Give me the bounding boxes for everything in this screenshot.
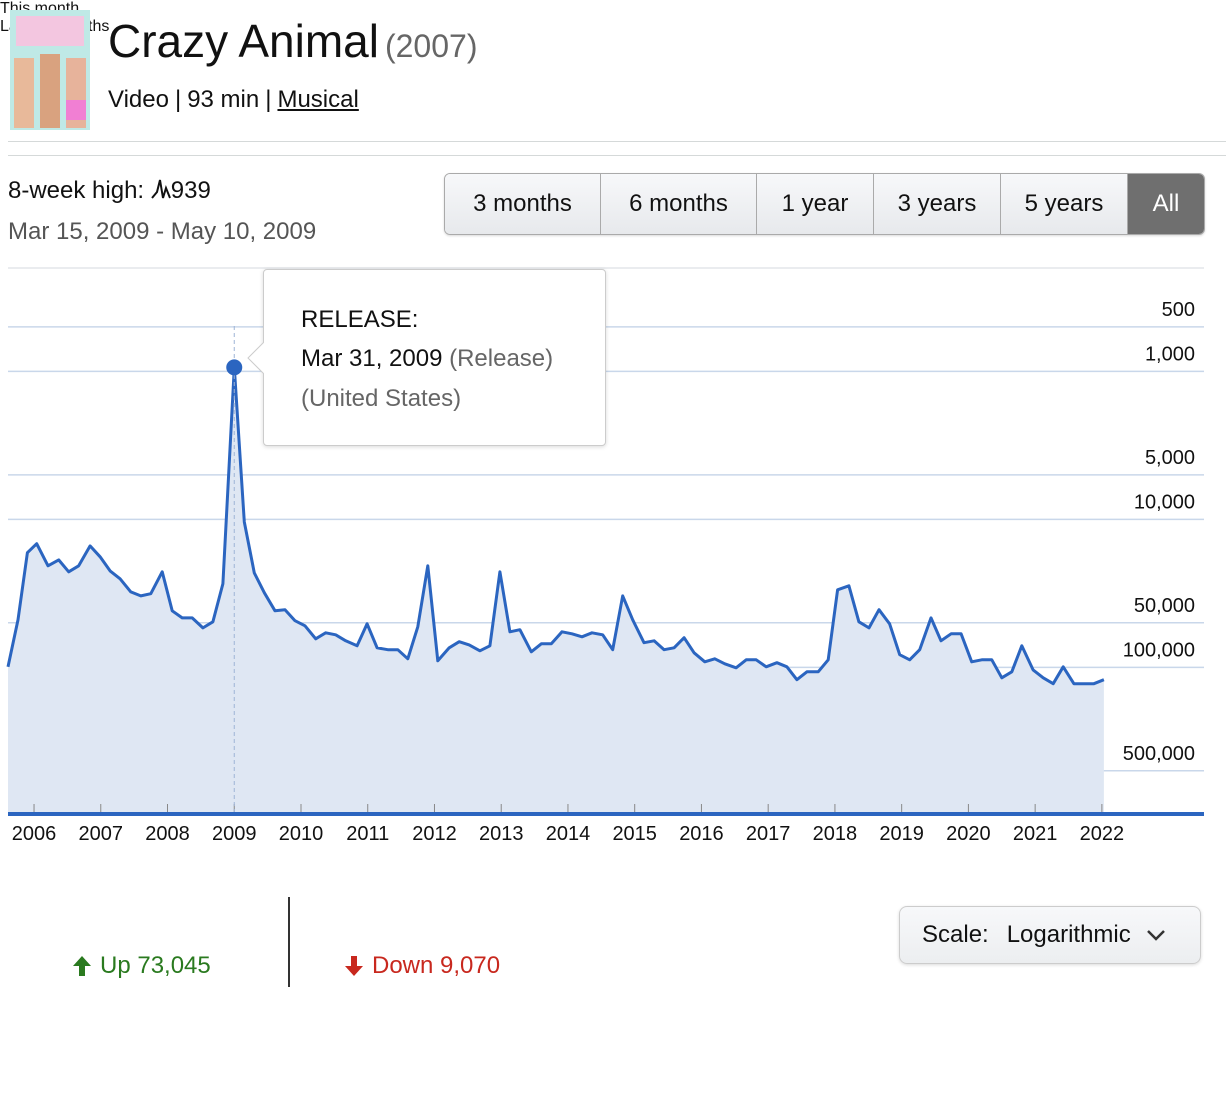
x-tick-label: 2011 (346, 823, 389, 845)
divider (8, 141, 1226, 142)
stat-text: Up 73,045 (100, 952, 211, 979)
line (6, 365, 1105, 686)
scale-value: Logarithmic (1006, 921, 1131, 948)
range-buttons: 3 months 6 months 1 year 3 years 5 years All (444, 173, 1205, 235)
runtime: 93 min (187, 86, 260, 113)
separator: | (265, 86, 272, 113)
range-button[interactable]: 3 years (874, 174, 1001, 234)
arrow-icon (73, 956, 91, 976)
x-tick-label: 2009 (212, 823, 257, 845)
x-tick-label: 2010 (279, 823, 324, 845)
meta: Video | 93 min | Musical (108, 86, 359, 114)
scale-label: Scale: (922, 921, 989, 948)
spike-icon (150, 179, 171, 199)
x-tick-label: 2006 (12, 823, 57, 845)
range-button[interactable]: 5 years (1001, 174, 1128, 234)
tooltip-date: Mar 31, 2009 (Release) (301, 345, 553, 373)
stat-change: Up 73,045 (72, 952, 211, 980)
high-range: Mar 15, 2009 - May 10, 2009 (8, 218, 317, 245)
y-tick-label: 50,000 (1134, 595, 1195, 617)
area (8, 367, 1104, 812)
stats-divider (288, 897, 290, 987)
range-button[interactable]: 1 year (757, 174, 874, 234)
tooltip: RELEASE: Mar 31, 2009 (Release) (United … (247, 269, 606, 446)
x-tick-label: 2017 (746, 823, 791, 845)
range-button[interactable]: 6 months (601, 174, 757, 234)
annotation-point (226, 359, 243, 376)
x-tick-label: 2015 (612, 823, 657, 845)
x-tick-label: 2014 (546, 823, 591, 845)
tooltip-date-text: Mar 31, 2009 (301, 345, 443, 372)
x-tick-label: 2021 (1013, 823, 1058, 845)
x-tick-label: 2008 (145, 823, 190, 845)
tooltip-title: RELEASE: (301, 306, 419, 333)
tooltip-pointer (247, 341, 265, 375)
high: 8-week high: 939 (8, 177, 211, 205)
chevron (1146, 930, 1165, 941)
y-tick-label: 10,000 (1134, 491, 1195, 513)
x-tick-label: 2007 (79, 823, 124, 845)
separator: | (174, 86, 182, 113)
y-tick-label: 500,000 (1123, 743, 1195, 765)
x-tick-label: 2016 (679, 823, 724, 845)
high-label: 8-week high: (8, 177, 145, 204)
genre-link[interactable]: Musical (277, 86, 359, 113)
range-button[interactable]: All (1128, 174, 1204, 234)
tooltip-region: (United States) (301, 385, 462, 412)
title: Crazy Animal (2007) (108, 14, 477, 68)
y-tick-label: 500 (1162, 299, 1195, 321)
x-tick-label: 2019 (879, 823, 924, 845)
title-text: Crazy Animal (108, 15, 379, 67)
x-tick-label: 2013 (479, 823, 524, 845)
y-tick-label: 5,000 (1145, 447, 1195, 469)
year: (2007) (384, 28, 478, 64)
x-tick-label: 2020 (946, 823, 991, 845)
divider (8, 155, 1226, 156)
y-tick-label: 100,000 (1123, 639, 1195, 661)
y-tick-label: 1,000 (1145, 343, 1195, 365)
stat-text: Down 9,070 (372, 952, 501, 979)
stat-change: Down 9,070 (344, 952, 500, 980)
high-value: 939 (170, 177, 211, 204)
x-tick-label: 2018 (813, 823, 858, 845)
x-tick-label: 2022 (1080, 823, 1125, 845)
range-button[interactable]: 3 months (445, 174, 601, 234)
tooltip-kind: (Release) (449, 345, 554, 372)
poster (10, 10, 90, 130)
arrow-icon (345, 956, 363, 976)
x-tick-label: 2012 (412, 823, 457, 845)
format: Video (108, 86, 169, 113)
scale-dropdown[interactable]: Scale: Logarithmic (899, 906, 1201, 964)
